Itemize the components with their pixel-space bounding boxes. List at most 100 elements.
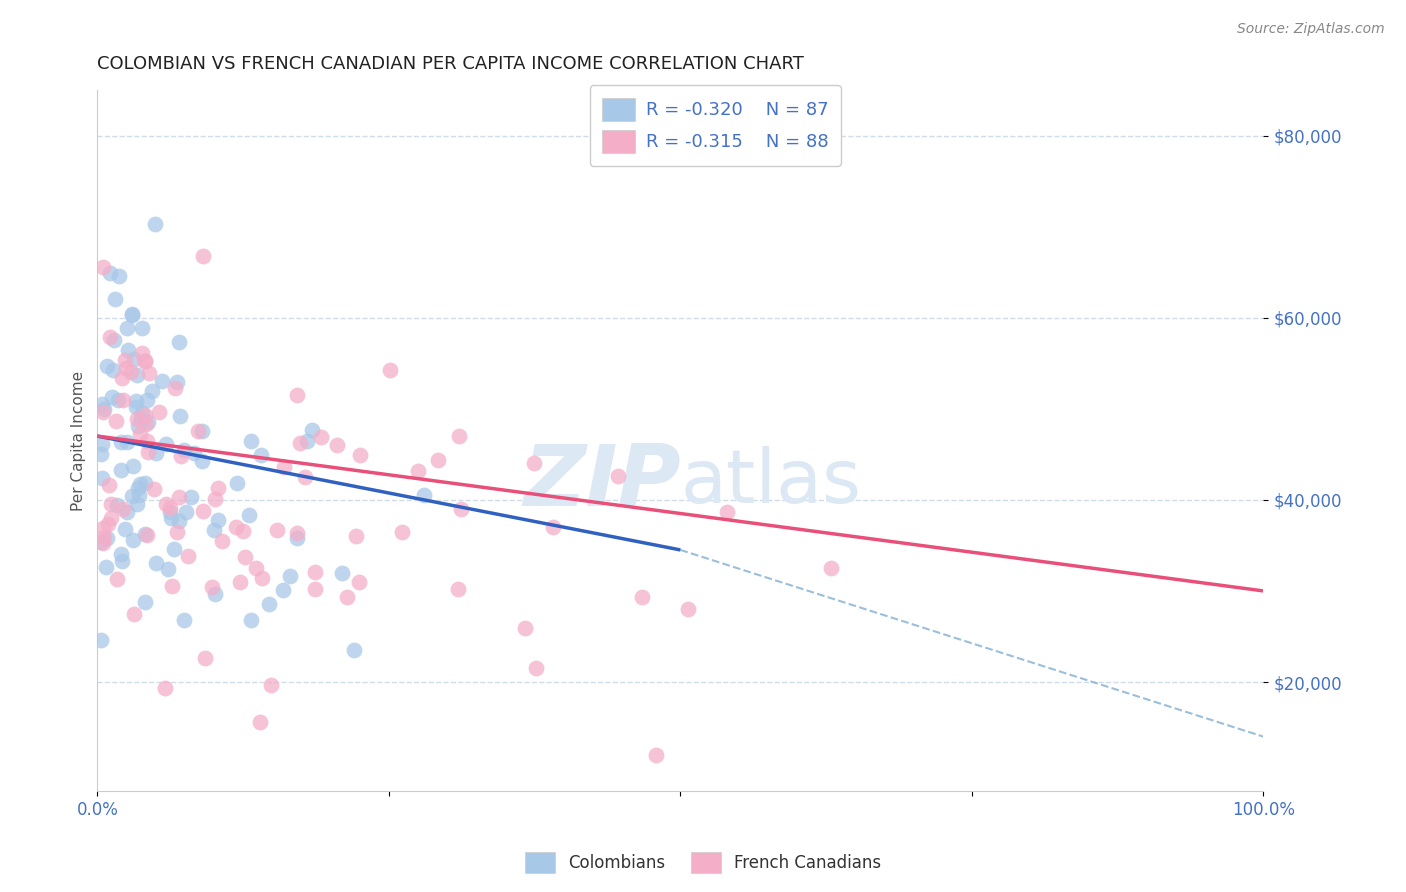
Point [134,354,156,368]
Point [128,488,150,502]
Point [191,504,214,518]
Point [131,321,153,335]
Point [91,405,114,419]
Point [260,678,283,692]
Y-axis label: Per Capita Income: Per Capita Income [72,370,86,511]
Point [129,476,152,491]
Point [204,587,226,601]
Point [127,419,149,434]
Point [138,415,160,429]
Point [450,501,472,516]
Point [391,524,413,539]
Point [193,651,215,665]
Point [157,562,180,576]
Point [347,574,370,589]
Point [278,568,301,582]
Point [191,454,214,468]
Point [101,390,124,404]
Point [136,392,159,407]
Point [285,388,308,402]
Point [96,559,118,574]
Point [105,573,128,587]
Point [110,554,132,568]
Point [90,471,112,485]
Point [114,522,136,536]
Point [134,527,156,541]
Point [115,505,138,519]
Point [180,490,202,504]
Point [159,505,181,519]
Point [93,402,115,417]
Point [266,523,288,537]
Point [131,346,153,360]
Point [245,560,267,574]
Point [122,459,145,474]
Point [294,470,316,484]
Point [98,329,121,343]
Point [238,508,260,523]
Point [167,514,190,528]
Point [167,334,190,349]
Point [412,488,434,502]
Point [143,482,166,496]
Point [124,607,146,622]
Point [125,412,148,426]
Point [131,406,153,420]
Point [111,393,134,408]
Point [225,520,247,534]
Point [134,476,156,491]
Point [110,548,132,562]
Point [96,359,118,373]
Point [297,434,319,448]
Point [135,417,157,432]
Point [191,249,214,263]
Point [117,343,139,357]
Point [541,520,564,534]
Point [344,529,367,543]
Point [97,516,120,531]
Point [145,446,167,460]
Point [129,427,152,442]
Point [240,614,263,628]
Point [167,490,190,504]
Point [121,533,143,547]
Point [124,351,146,366]
Point [233,550,256,565]
Point [101,363,124,377]
Point [349,448,371,462]
Point [183,446,205,460]
Text: atlas: atlas [681,446,862,519]
Point [173,442,195,457]
Point [93,530,115,544]
Point [207,481,229,495]
Point [240,434,263,448]
Point [148,405,170,419]
Legend: Colombians, French Canadians: Colombians, French Canadians [519,846,887,880]
Point [96,531,118,545]
Point [644,747,666,762]
Point [91,521,114,535]
Point [166,375,188,389]
Point [523,456,546,470]
Text: ZIP: ZIP [523,442,681,524]
Point [311,430,333,444]
Point [228,575,250,590]
Point [155,437,177,451]
Point [446,582,468,596]
Point [211,533,233,548]
Point [138,445,160,459]
Point [160,510,183,524]
Point [143,217,166,231]
Point [226,475,249,490]
Point [173,613,195,627]
Point [90,447,112,461]
Point [201,580,224,594]
Point [115,321,138,335]
Point [125,401,148,415]
Point [191,424,214,438]
Point [330,566,353,581]
Point [134,409,156,423]
Point [288,435,311,450]
Point [107,392,129,407]
Point [127,498,149,512]
